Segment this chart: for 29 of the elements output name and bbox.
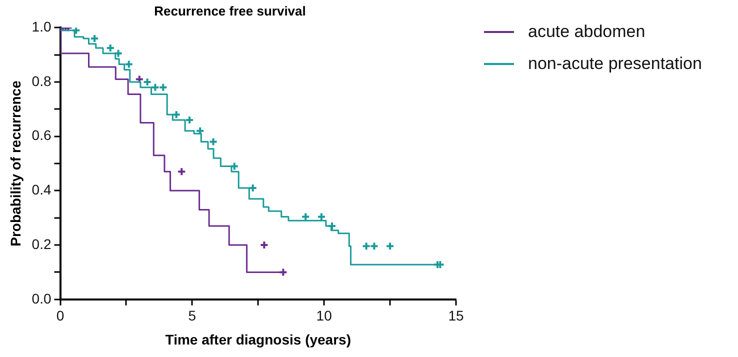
x-tick-label: 5 [188,308,196,324]
point [196,126,205,136]
point [172,110,181,120]
point [177,167,186,176]
x-tick-label: 15 [448,308,464,324]
point [150,82,160,92]
point [362,242,371,251]
point [134,74,144,84]
legend-label: acute abdomen [528,22,646,42]
y-axis-title: Probability of recurrence [7,80,24,246]
y-tick-label: 0.4 [32,182,52,198]
legend-label: non-acute presentation [528,54,702,74]
y-tick-label: 0.6 [32,127,52,144]
x-tick-label: 10 [316,308,332,324]
point [230,162,239,171]
y-tick-label: 0.2 [32,236,52,252]
y-tick-label: 0.8 [32,72,52,89]
point [158,82,168,92]
x-tick-label: 0 [56,308,64,324]
point [370,242,379,251]
y-tick-label: 0.0 [32,290,52,306]
y-tick-label: 1.0 [32,18,52,34]
point [386,242,395,251]
x-axis-title: Time after diagnosis (years) [165,331,351,348]
point [72,28,81,35]
point [114,48,123,58]
point [124,60,134,69]
point [208,137,218,146]
chart-title: Recurrence free survival [154,3,306,18]
